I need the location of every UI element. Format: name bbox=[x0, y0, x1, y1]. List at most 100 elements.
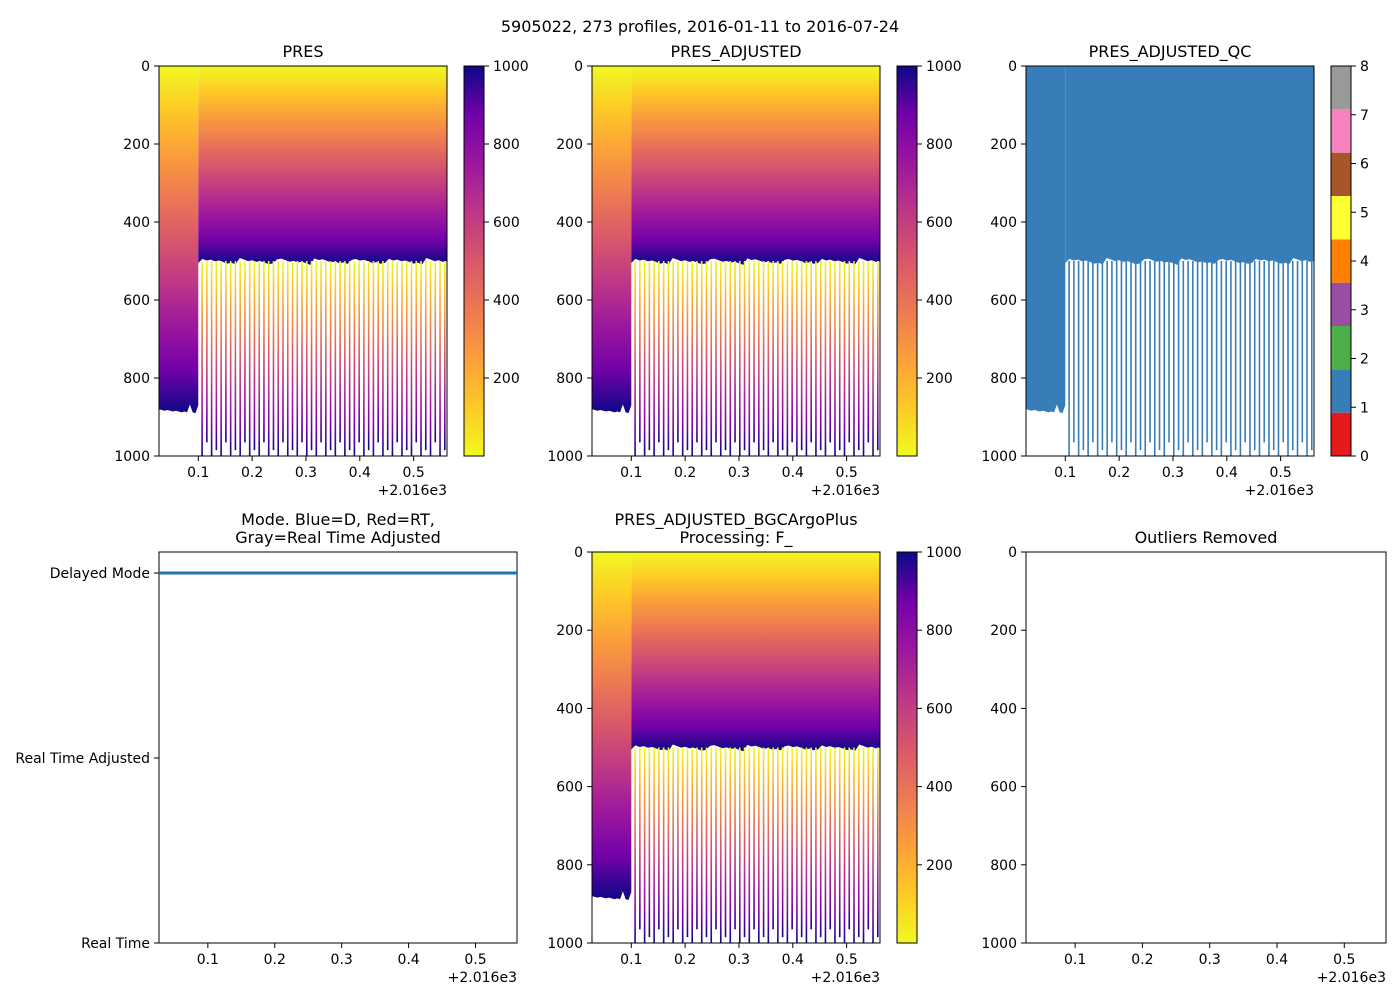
profile-line bbox=[405, 261, 408, 451]
profile-line bbox=[877, 747, 879, 938]
colorbar-tick-label: 200 bbox=[926, 858, 953, 874]
profile-line bbox=[710, 747, 713, 943]
colorbar-tick-label: 800 bbox=[926, 137, 953, 153]
profile-line bbox=[872, 747, 874, 943]
profile-line bbox=[282, 261, 284, 443]
x-tick-label: 0.5 bbox=[1333, 952, 1355, 968]
profile-line bbox=[367, 261, 370, 451]
profile-line bbox=[248, 261, 251, 456]
profile-line bbox=[829, 261, 832, 443]
profile-line bbox=[301, 261, 303, 443]
y-tick-label: 1000 bbox=[981, 936, 1017, 952]
profile-line bbox=[1068, 261, 1070, 456]
y-tick-label: 0 bbox=[1008, 545, 1017, 561]
profile-line bbox=[396, 261, 399, 443]
profile-line bbox=[800, 261, 803, 451]
profile-line bbox=[1096, 261, 1099, 456]
profile-line bbox=[1177, 261, 1180, 451]
colorbar-tick-label: 800 bbox=[493, 137, 520, 153]
panel-4: Mode. Blue=D, Red=RT,Gray=Real Time Adju… bbox=[15, 510, 518, 986]
x-tick-label: 0.1 bbox=[620, 465, 642, 481]
profile-line bbox=[286, 261, 289, 456]
profile-line bbox=[786, 261, 789, 456]
profile-line bbox=[339, 261, 341, 443]
profile-line bbox=[258, 261, 261, 456]
profile-line bbox=[648, 747, 651, 938]
profile-line bbox=[420, 261, 422, 456]
profile-line bbox=[691, 747, 694, 943]
profile-line bbox=[805, 747, 808, 943]
profile-block-early bbox=[592, 66, 632, 414]
panel-2: PRES_ADJUSTED 0 200 400 600 800 1000 0.1 0.2 0.3 0… bbox=[547, 42, 961, 499]
profile-line bbox=[344, 261, 346, 456]
profile-line bbox=[1168, 261, 1170, 443]
profile-line bbox=[729, 261, 732, 456]
y-tick-label: 1000 bbox=[981, 449, 1017, 465]
profile-line bbox=[1215, 261, 1218, 451]
profile-line bbox=[1115, 261, 1118, 456]
profile-line bbox=[838, 261, 841, 451]
x-tick-label: 0.2 bbox=[241, 465, 263, 481]
profile-line bbox=[796, 261, 798, 456]
x-tick-label: 0.4 bbox=[397, 952, 419, 968]
profile-line bbox=[662, 747, 665, 943]
profile-line bbox=[781, 261, 784, 451]
x-offset-label: +2.016e3 bbox=[1317, 970, 1386, 986]
profile-line bbox=[772, 747, 774, 930]
x-offset-label: +2.016e3 bbox=[448, 970, 517, 986]
profile-line bbox=[719, 261, 722, 456]
axes-frame bbox=[591, 65, 881, 457]
profile-line bbox=[1163, 261, 1166, 456]
y-tick-label: 1000 bbox=[547, 449, 583, 465]
x-tick-label: 0.1 bbox=[1064, 952, 1086, 968]
profile-line bbox=[386, 261, 389, 451]
profile-line bbox=[639, 747, 641, 930]
profile-line bbox=[834, 261, 836, 456]
profile-block-later bbox=[631, 552, 880, 752]
profile-line bbox=[681, 261, 684, 456]
profile-line bbox=[653, 747, 655, 943]
x-tick-label: 0.2 bbox=[674, 465, 696, 481]
profile-line bbox=[1139, 261, 1142, 451]
colorbar-tick-label: 7 bbox=[1360, 108, 1369, 124]
x-tick-label: 0.1 bbox=[1054, 465, 1076, 481]
y-category-label: Real Time bbox=[81, 936, 150, 952]
profile-line bbox=[1239, 261, 1242, 456]
profile-line bbox=[710, 261, 713, 456]
profile-line bbox=[267, 261, 270, 456]
profile-line bbox=[1201, 261, 1204, 456]
axes-frame bbox=[1025, 65, 1315, 457]
y-tick-label: 400 bbox=[123, 215, 150, 231]
colorbar bbox=[896, 551, 918, 944]
profile-line bbox=[296, 261, 299, 456]
profile-line bbox=[791, 261, 793, 443]
profile-line bbox=[434, 261, 437, 443]
profile-line bbox=[653, 261, 655, 456]
profile-line bbox=[748, 747, 751, 943]
colorbar-tick-label: 800 bbox=[926, 623, 953, 639]
profile-line bbox=[796, 747, 798, 943]
axes-frame bbox=[591, 551, 881, 944]
profile-line bbox=[1230, 261, 1232, 456]
profile-line bbox=[843, 261, 846, 456]
profile-line bbox=[444, 261, 446, 451]
profile-line bbox=[715, 747, 717, 930]
profile-line bbox=[824, 747, 827, 943]
profile-line bbox=[1196, 261, 1199, 451]
qc-color-segment bbox=[1331, 326, 1351, 370]
profile-line bbox=[1306, 261, 1308, 456]
colorbar-tick-label: 600 bbox=[926, 215, 953, 231]
profile-line bbox=[672, 261, 674, 456]
y-tick-label: 200 bbox=[990, 623, 1017, 639]
profile-line bbox=[748, 261, 751, 456]
profile-line bbox=[429, 261, 432, 456]
profile-line bbox=[715, 261, 717, 443]
profile-line bbox=[786, 747, 789, 943]
profile-line bbox=[681, 747, 684, 943]
profile-line bbox=[829, 747, 832, 930]
profile-block-later bbox=[631, 66, 880, 265]
profile-line bbox=[325, 261, 327, 456]
x-offset-label: +2.016e3 bbox=[811, 970, 880, 986]
profile-line bbox=[1125, 261, 1128, 456]
colorbar-tick-label: 5 bbox=[1360, 205, 1369, 221]
